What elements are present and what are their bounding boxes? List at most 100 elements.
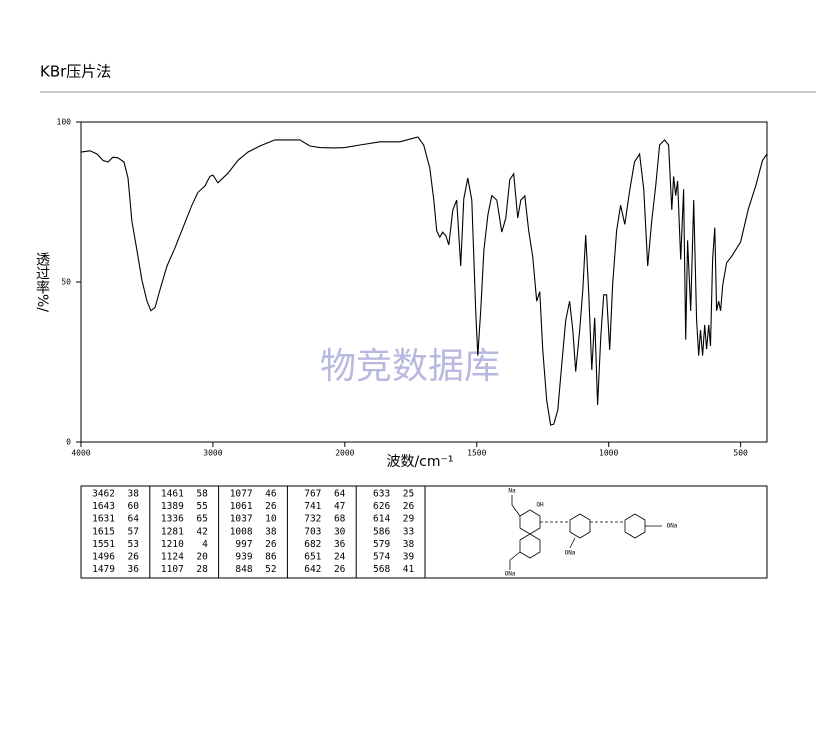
header-title: KBr压片法 bbox=[40, 63, 111, 81]
peak-wavenumber: 1479 bbox=[92, 564, 115, 575]
y-tick-label: 0 bbox=[66, 438, 71, 447]
peak-transmittance: 41 bbox=[403, 564, 415, 575]
peak-wavenumber: 579 bbox=[373, 539, 390, 550]
x-axis-label: 波数/cm⁻¹ bbox=[386, 454, 453, 470]
peak-transmittance: 28 bbox=[196, 564, 208, 575]
peak-transmittance: 55 bbox=[196, 501, 207, 512]
peak-wavenumber: 1210 bbox=[161, 539, 184, 550]
peak-transmittance: 39 bbox=[403, 552, 415, 563]
peak-transmittance: 65 bbox=[196, 514, 207, 525]
peak-transmittance: 38 bbox=[403, 539, 415, 550]
peak-wavenumber: 682 bbox=[304, 539, 321, 550]
peak-wavenumber: 651 bbox=[304, 552, 321, 563]
peak-transmittance: 33 bbox=[403, 526, 414, 537]
peak-wavenumber: 848 bbox=[235, 564, 252, 575]
peak-wavenumber: 586 bbox=[373, 526, 390, 537]
peak-wavenumber: 642 bbox=[304, 564, 321, 575]
structure bbox=[509, 495, 662, 570]
peak-wavenumber: 1631 bbox=[92, 514, 115, 525]
peak-transmittance: 26 bbox=[334, 564, 346, 575]
structure-label: ONa bbox=[565, 550, 576, 557]
peak-wavenumber: 1461 bbox=[161, 489, 184, 500]
peak-transmittance: 24 bbox=[334, 552, 346, 563]
peak-transmittance: 42 bbox=[196, 526, 207, 537]
peak-wavenumber: 997 bbox=[235, 539, 252, 550]
x-tick-label: 1500 bbox=[467, 449, 486, 458]
peak-transmittance: 25 bbox=[403, 489, 414, 500]
peak-transmittance: 60 bbox=[128, 501, 140, 512]
peak-transmittance: 53 bbox=[128, 539, 139, 550]
structure-label: OH bbox=[536, 502, 544, 509]
peak-wavenumber: 1496 bbox=[92, 552, 115, 563]
bond bbox=[511, 504, 521, 517]
peak-transmittance: 36 bbox=[334, 539, 346, 550]
peak-transmittance: 68 bbox=[334, 514, 346, 525]
peak-wavenumber: 1389 bbox=[161, 501, 184, 512]
peak-transmittance: 26 bbox=[265, 539, 277, 550]
peak-transmittance: 26 bbox=[128, 552, 140, 563]
x-tick-label: 1000 bbox=[599, 449, 618, 458]
peak-transmittance: 46 bbox=[265, 489, 277, 500]
bond bbox=[569, 537, 576, 549]
peak-wavenumber: 1336 bbox=[161, 514, 184, 525]
peak-transmittance: 4 bbox=[202, 539, 208, 550]
peak-wavenumber: 703 bbox=[304, 526, 321, 537]
peak-transmittance: 86 bbox=[265, 552, 277, 563]
x-tick-label: 4000 bbox=[71, 449, 90, 458]
peak-wavenumber: 1615 bbox=[92, 526, 115, 537]
y-tick-label: 50 bbox=[61, 278, 71, 287]
peak-transmittance: 29 bbox=[403, 514, 415, 525]
peak-transmittance: 52 bbox=[265, 564, 276, 575]
peak-wavenumber: 1008 bbox=[230, 526, 253, 537]
peak-wavenumber: 732 bbox=[304, 514, 321, 525]
peak-transmittance: 26 bbox=[403, 501, 415, 512]
x-tick-label: 2000 bbox=[335, 449, 354, 458]
peak-transmittance: 30 bbox=[334, 526, 346, 537]
peak-wavenumber: 767 bbox=[304, 489, 321, 500]
ring bbox=[624, 513, 646, 539]
peak-wavenumber: 1643 bbox=[92, 501, 115, 512]
peak-wavenumber: 574 bbox=[373, 552, 390, 563]
bond bbox=[509, 551, 521, 561]
peak-wavenumber: 1061 bbox=[230, 501, 253, 512]
peak-transmittance: 64 bbox=[334, 489, 346, 500]
peak-transmittance: 26 bbox=[265, 501, 277, 512]
peak-wavenumber: 1551 bbox=[92, 539, 115, 550]
peak-wavenumber: 614 bbox=[373, 514, 390, 525]
peak-transmittance: 64 bbox=[128, 514, 140, 525]
peak-transmittance: 57 bbox=[128, 526, 139, 537]
structure-label: Na bbox=[508, 488, 516, 495]
x-tick-label: 3000 bbox=[203, 449, 222, 458]
peak-wavenumber: 3462 bbox=[92, 489, 115, 500]
x-tick-label: 500 bbox=[733, 449, 748, 458]
peak-wavenumber: 633 bbox=[373, 489, 390, 500]
peak-wavenumber: 1281 bbox=[161, 526, 184, 537]
structure-label: ONa bbox=[667, 523, 678, 530]
y-axis-label: 透过率%/ bbox=[34, 252, 50, 312]
peak-wavenumber: 741 bbox=[304, 501, 321, 512]
ring bbox=[519, 533, 541, 559]
ring bbox=[569, 513, 591, 539]
peak-wavenumber: 1077 bbox=[230, 489, 253, 500]
peak-transmittance: 20 bbox=[196, 552, 208, 563]
y-tick-label: 100 bbox=[57, 118, 72, 127]
peak-transmittance: 38 bbox=[265, 526, 277, 537]
peak-transmittance: 47 bbox=[334, 501, 345, 512]
peak-wavenumber: 1124 bbox=[161, 552, 184, 563]
plot-frame bbox=[80, 121, 768, 443]
watermark: 物竞数据库 bbox=[320, 346, 500, 387]
ring bbox=[519, 509, 541, 535]
peak-wavenumber: 568 bbox=[373, 564, 390, 575]
peak-wavenumber: 626 bbox=[373, 501, 390, 512]
peak-transmittance: 38 bbox=[128, 489, 140, 500]
peak-wavenumber: 1037 bbox=[230, 514, 253, 525]
peak-transmittance: 58 bbox=[196, 489, 208, 500]
structure-label: ONa bbox=[505, 571, 516, 578]
spectrum-line bbox=[80, 136, 768, 426]
table-frame bbox=[80, 485, 768, 579]
peak-wavenumber: 939 bbox=[235, 552, 252, 563]
peak-wavenumber: 1107 bbox=[161, 564, 184, 575]
peak-transmittance: 36 bbox=[128, 564, 140, 575]
peak-transmittance: 10 bbox=[265, 514, 277, 525]
